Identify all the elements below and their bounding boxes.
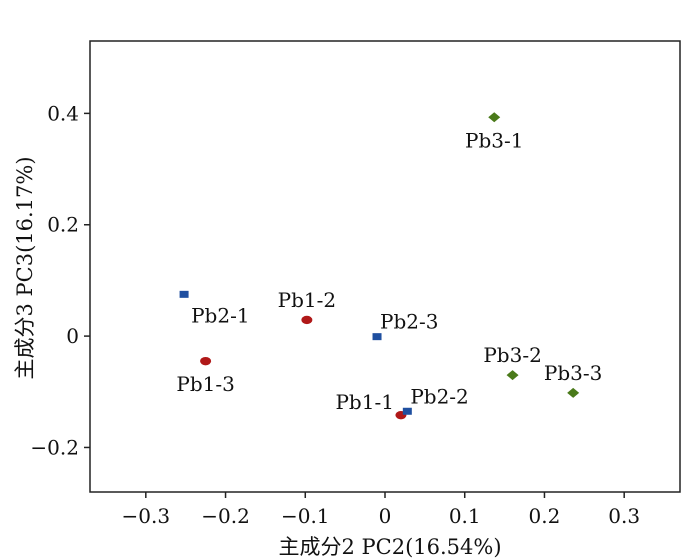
y-tick-label: −0.2	[30, 435, 79, 459]
x-tick-label: −0.3	[122, 504, 171, 528]
data-point-pb2-2	[402, 407, 412, 415]
x-tick-label: −0.1	[281, 504, 330, 528]
point-label-pb3-2: Pb3-2	[483, 343, 541, 367]
y-tick-label: 0.4	[47, 101, 79, 125]
y-tick-label: 0	[66, 324, 79, 348]
y-tick-label: 0.2	[47, 213, 79, 237]
point-label-pb1-2: Pb1-2	[278, 288, 336, 312]
point-label-pb1-3: Pb1-3	[176, 372, 234, 396]
data-points: Pb1-1 Pb1-2 Pb1-3 Pb2-1 Pb2-2 Pb2-3 Pb3-1 Pb3-2…	[176, 112, 602, 420]
point-label-pb3-3: Pb3-3	[544, 361, 602, 385]
x-tick-label: 0.2	[529, 504, 561, 528]
x-tick-label: 0.3	[608, 504, 640, 528]
data-point-pb2-1	[179, 290, 189, 298]
data-point-pb3-3	[567, 387, 580, 398]
x-tick-label: 0.1	[449, 504, 481, 528]
point-label-pb2-1: Pb2-1	[191, 303, 249, 327]
y-axis-ticks: 0.4 0.2 0 −0.2	[30, 101, 90, 459]
point-label-pb2-3: Pb2-3	[380, 310, 438, 334]
data-point-pb2-3	[372, 333, 382, 341]
x-tick-label: 0	[379, 504, 392, 528]
data-point-pb3-2	[506, 370, 519, 381]
point-label-pb1-1: Pb1-1	[335, 390, 393, 414]
point-label-pb3-1: Pb3-1	[465, 128, 523, 152]
point-label-pb2-2: Pb2-2	[410, 384, 468, 408]
x-tick-label: −0.2	[201, 504, 250, 528]
x-axis-ticks: −0.3 −0.2 −0.1 0 0.1 0.2 0.3	[122, 492, 640, 528]
y-axis-title: 主成分3 PC3(16.17%)	[13, 156, 37, 379]
x-axis-title: 主成分2 PC2(16.54%)	[278, 535, 501, 559]
data-point-pb3-1	[488, 112, 501, 123]
plot-frame	[89, 40, 681, 493]
data-point-pb1-3	[200, 356, 212, 366]
data-point-pb1-2	[301, 315, 313, 325]
